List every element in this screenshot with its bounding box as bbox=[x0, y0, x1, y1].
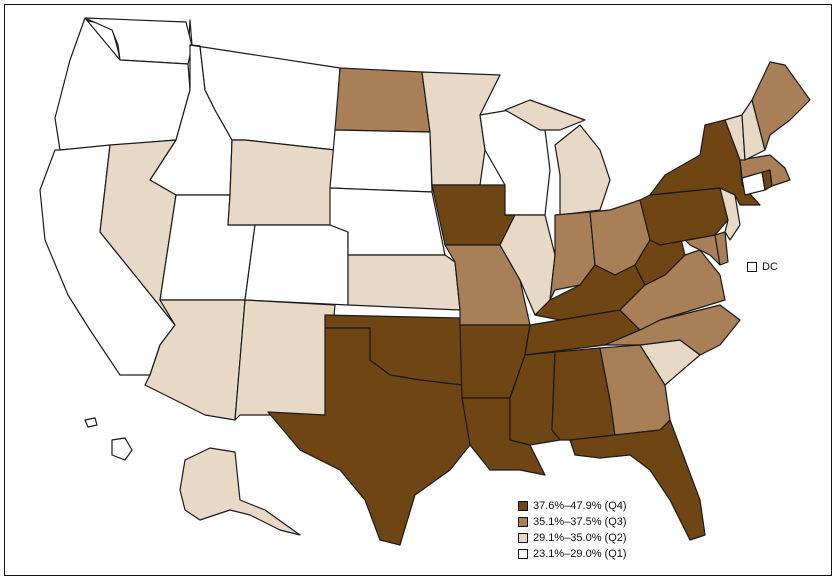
state-hi-islands[interactable] bbox=[84, 417, 98, 428]
state-ma[interactable] bbox=[739, 154, 791, 187]
legend-swatch-q3 bbox=[518, 517, 528, 527]
state-sd[interactable] bbox=[329, 129, 433, 193]
state-wy[interactable] bbox=[227, 139, 336, 226]
legend-row-q4: 37.6%–47.9% (Q4) bbox=[518, 498, 627, 514]
state-ks[interactable] bbox=[347, 254, 461, 311]
state-ia[interactable] bbox=[431, 184, 516, 246]
dc-box bbox=[747, 262, 757, 272]
state-ak[interactable] bbox=[179, 447, 301, 536]
legend-swatch-q4 bbox=[518, 501, 528, 511]
map-legend: 37.6%–47.9% (Q4) 35.1%–37.5% (Q3) 29.1%–… bbox=[518, 498, 627, 562]
legend-label-q4: 37.6%–47.9% (Q4) bbox=[533, 500, 627, 512]
state-mn[interactable] bbox=[421, 71, 501, 186]
state-de[interactable] bbox=[714, 231, 729, 266]
legend-label-q2: 29.1%–35.0% (Q2) bbox=[533, 532, 627, 544]
legend-label-q1: 23.1%–29.0% (Q1) bbox=[533, 548, 627, 560]
legend-row-q1: 23.1%–29.0% (Q1) bbox=[518, 546, 627, 562]
state-nd[interactable] bbox=[334, 67, 431, 133]
legend-swatch-q2 bbox=[518, 533, 528, 543]
state-me[interactable] bbox=[751, 61, 811, 151]
state-mi-upper[interactable] bbox=[504, 99, 586, 131]
state-nm[interactable] bbox=[234, 299, 336, 421]
state-hi[interactable] bbox=[111, 437, 133, 461]
state-co[interactable] bbox=[244, 224, 349, 306]
legend-label-q3: 35.1%–37.5% (Q3) bbox=[533, 516, 627, 528]
state-fl[interactable] bbox=[569, 419, 706, 541]
legend-swatch-q1 bbox=[518, 549, 528, 559]
dc-label: DC bbox=[762, 261, 778, 273]
dc-marker: DC bbox=[747, 261, 778, 273]
state-tx[interactable] bbox=[267, 327, 471, 546]
state-mi[interactable] bbox=[554, 124, 611, 216]
legend-row-q2: 29.1%–35.0% (Q2) bbox=[518, 530, 627, 546]
legend-row-q3: 35.1%–37.5% (Q3) bbox=[518, 514, 627, 530]
